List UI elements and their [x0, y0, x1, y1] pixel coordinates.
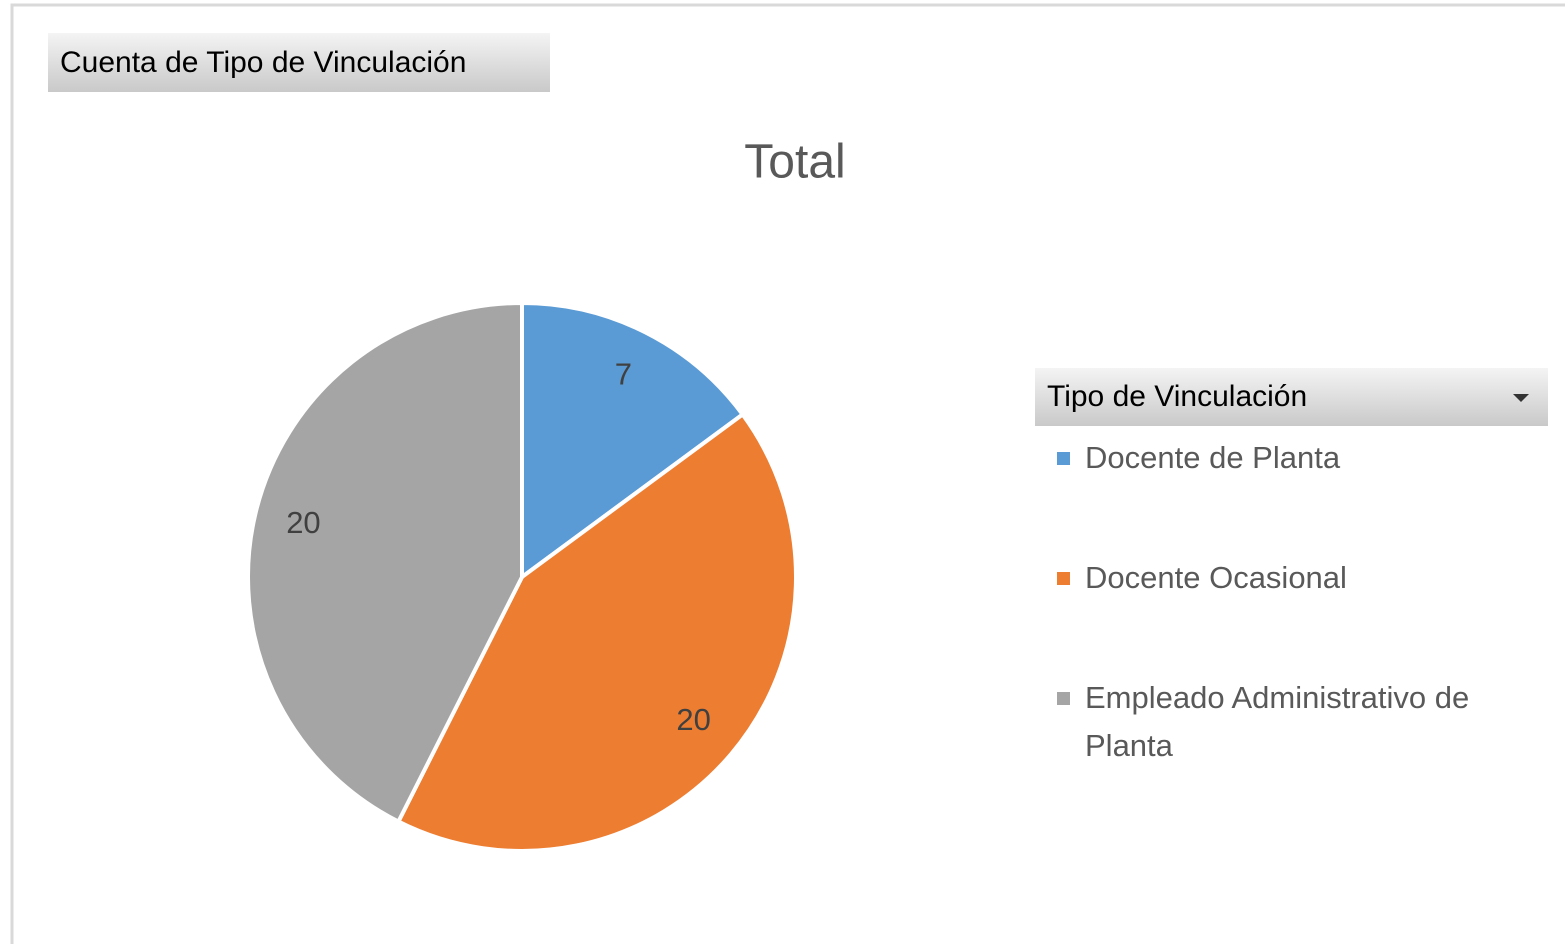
- legend: Tipo de Vinculación Docente de Planta Doc…: [1035, 368, 1548, 842]
- legend-swatch: [1057, 452, 1070, 465]
- legend-label: Docente Ocasional: [1085, 560, 1347, 595]
- pie-slice: [246, 300, 524, 825]
- legend-item[interactable]: Docente de Planta: [1035, 434, 1540, 482]
- legend-title: Tipo de Vinculación: [1047, 380, 1308, 413]
- data-label: 7: [615, 357, 632, 392]
- value-field-button[interactable]: Cuenta de Tipo de Vinculación: [48, 33, 550, 92]
- chart-title: Total: [744, 136, 845, 189]
- legend-swatch: [1057, 572, 1070, 585]
- legend-label: Empleado Administrativo de Planta: [1085, 680, 1470, 763]
- legend-label: Docente de Planta: [1085, 440, 1341, 475]
- legend-item[interactable]: Docente Ocasional: [1035, 554, 1540, 602]
- dropdown-arrow: [1513, 394, 1529, 402]
- data-label: 20: [676, 702, 710, 737]
- pie-slice: [395, 411, 798, 853]
- legend-field-button[interactable]: Tipo de Vinculación: [1035, 368, 1548, 426]
- legend-swatch: [1057, 692, 1070, 705]
- chart-frame: [10, 3, 1565, 944]
- legend-item[interactable]: Empleado Administrativo de Planta: [1035, 674, 1540, 770]
- pie-slice: [520, 300, 746, 581]
- value-field-label: Cuenta de Tipo de Vinculación: [60, 45, 467, 79]
- data-label: 20: [286, 505, 320, 540]
